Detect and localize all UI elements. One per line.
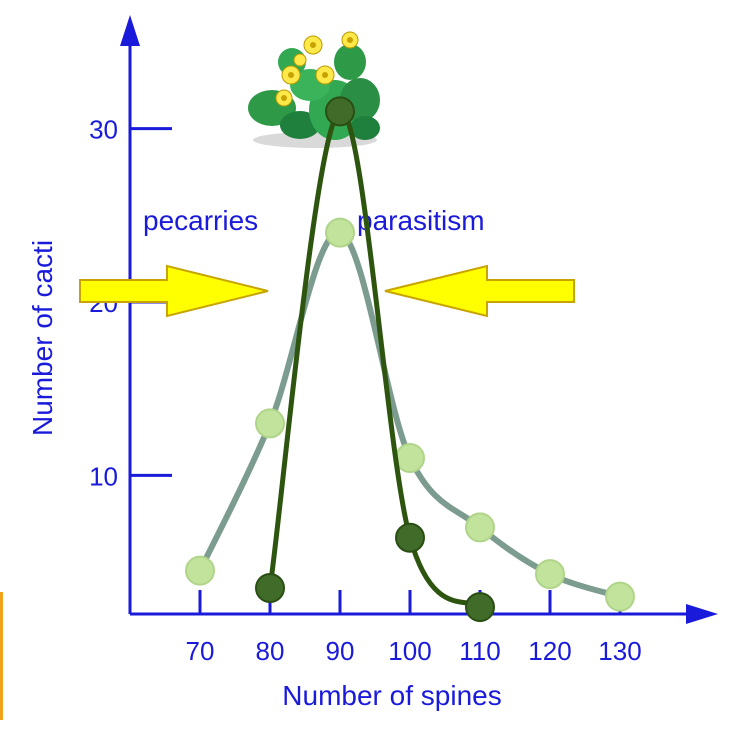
series-1-point [395,443,425,473]
annotation-parasitism: parasitism [357,205,575,318]
series-1-point [535,559,565,590]
x-axis-arrowhead [686,604,718,624]
series-2-point [325,96,355,127]
series-2-point [255,573,285,603]
x-axis-title: Number of spines [282,680,501,711]
x-tick-label: 130 [598,636,641,666]
series-1-point [185,555,215,586]
series-layer [185,96,635,623]
series-1-point [325,217,355,248]
series-2 [255,96,495,623]
cactus-illustration [248,31,380,148]
x-ticks: 70 80 90 100 110 120 130 [186,590,642,666]
annotation-pecarries-label: pecarries [143,205,258,236]
y-axis-arrowhead [120,15,140,46]
series-1-point [465,512,495,543]
side-accent-bar [0,592,3,720]
x-tick-label: 120 [528,636,571,666]
arrow-right-icon [79,264,269,318]
annotation-pecarries: pecarries [79,205,269,318]
series-2-line [267,108,483,610]
y-tick-label: 10 [89,461,118,491]
x-tick-label: 110 [459,636,500,666]
y-tick-label: 30 [89,115,118,145]
x-tick-label: 70 [186,636,215,666]
series-2-point [395,522,425,553]
annotation-parasitism-label: parasitism [357,205,485,236]
series-2-point [465,592,495,623]
series-1-point [255,408,285,439]
x-tick-label: 80 [256,636,285,666]
series-1-point [605,581,635,612]
y-axis-title: Number of cacti [27,240,58,436]
x-tick-label: 90 [326,636,355,666]
arrow-left-icon [384,264,575,318]
x-tick-label: 100 [388,636,431,666]
